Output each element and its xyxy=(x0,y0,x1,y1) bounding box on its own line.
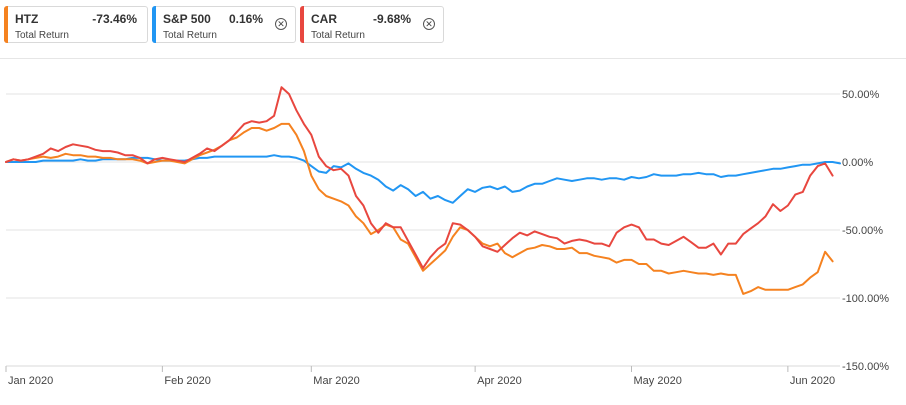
legend-subtitle: Total Return xyxy=(15,30,69,41)
series-line-htz xyxy=(5,122,834,295)
legend-color-bar xyxy=(4,6,8,43)
legend-card-sp500[interactable]: S&P 500 0.16% Total Return ✕ xyxy=(152,6,296,43)
legend-color-bar xyxy=(152,6,156,43)
series-line-car xyxy=(5,86,834,270)
legend-symbol: S&P 500 xyxy=(163,12,211,26)
x-tick-label: May 2020 xyxy=(634,375,682,387)
series-line-s-p-500 xyxy=(5,154,841,204)
legend-value: -9.68% xyxy=(372,12,411,26)
legend-value: 0.16% xyxy=(228,12,263,26)
legend: HTZ -73.46% Total Return S&P 500 0.16% T… xyxy=(4,6,444,43)
x-tick-label: Feb 2020 xyxy=(164,375,210,387)
x-tick-label: Mar 2020 xyxy=(313,375,359,387)
x-tick-label: Jun 2020 xyxy=(790,375,835,387)
close-icon[interactable]: ✕ xyxy=(423,18,435,30)
close-icon[interactable]: ✕ xyxy=(275,18,287,30)
x-tick-label: Apr 2020 xyxy=(477,375,522,387)
x-tick-label: Jan 2020 xyxy=(8,375,53,387)
legend-symbol: CAR xyxy=(311,12,337,26)
legend-symbol: HTZ xyxy=(15,12,39,26)
y-tick-label: -100.00% xyxy=(842,293,889,305)
y-tick-label: 0.00% xyxy=(842,157,873,169)
y-tick-label: -50.00% xyxy=(842,225,883,237)
legend-card-car[interactable]: CAR -9.68% Total Return ✕ xyxy=(300,6,444,43)
legend-card-htz[interactable]: HTZ -73.46% Total Return xyxy=(4,6,148,43)
legend-color-bar xyxy=(300,6,304,43)
legend-value: -73.46% xyxy=(92,12,137,26)
y-tick-label: -150.00% xyxy=(842,361,889,373)
y-tick-label: 50.00% xyxy=(842,89,880,101)
legend-subtitle: Total Return xyxy=(163,30,217,41)
legend-subtitle: Total Return xyxy=(311,30,365,41)
chart-top-border xyxy=(0,58,906,59)
